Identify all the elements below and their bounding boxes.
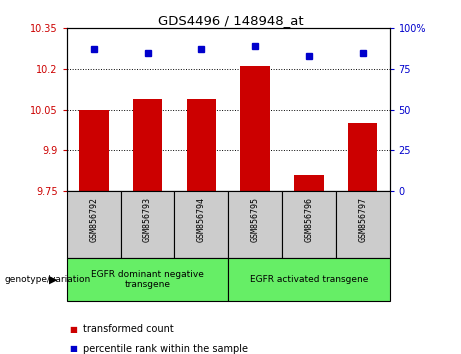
Text: GSM856792: GSM856792 — [89, 196, 98, 241]
Bar — [174, 191, 228, 258]
Text: transformed count: transformed count — [83, 324, 174, 334]
Text: GSM856793: GSM856793 — [143, 196, 152, 241]
Bar — [282, 191, 336, 258]
Bar — [67, 258, 228, 301]
Text: ▶: ▶ — [49, 275, 58, 285]
Bar — [121, 191, 174, 258]
Text: GSM856797: GSM856797 — [358, 196, 367, 241]
Text: GSM856794: GSM856794 — [197, 196, 206, 241]
Text: GSM856796: GSM856796 — [304, 196, 313, 241]
Bar — [79, 110, 108, 191]
Bar — [187, 99, 216, 191]
Text: ■: ■ — [69, 344, 77, 353]
Bar — [294, 175, 324, 191]
Bar — [67, 191, 121, 258]
Bar — [336, 191, 390, 258]
Bar — [133, 99, 162, 191]
Bar — [240, 66, 270, 191]
Text: GDS4496 / 148948_at: GDS4496 / 148948_at — [158, 14, 303, 27]
Bar — [228, 191, 282, 258]
Bar — [228, 258, 390, 301]
Text: EGFR dominant negative
transgene: EGFR dominant negative transgene — [91, 270, 204, 289]
Text: percentile rank within the sample: percentile rank within the sample — [83, 344, 248, 354]
Text: GSM856795: GSM856795 — [251, 196, 260, 241]
Text: EGFR activated transgene: EGFR activated transgene — [250, 275, 368, 284]
Text: genotype/variation: genotype/variation — [5, 275, 91, 284]
Text: ■: ■ — [69, 325, 77, 334]
Bar — [348, 123, 378, 191]
